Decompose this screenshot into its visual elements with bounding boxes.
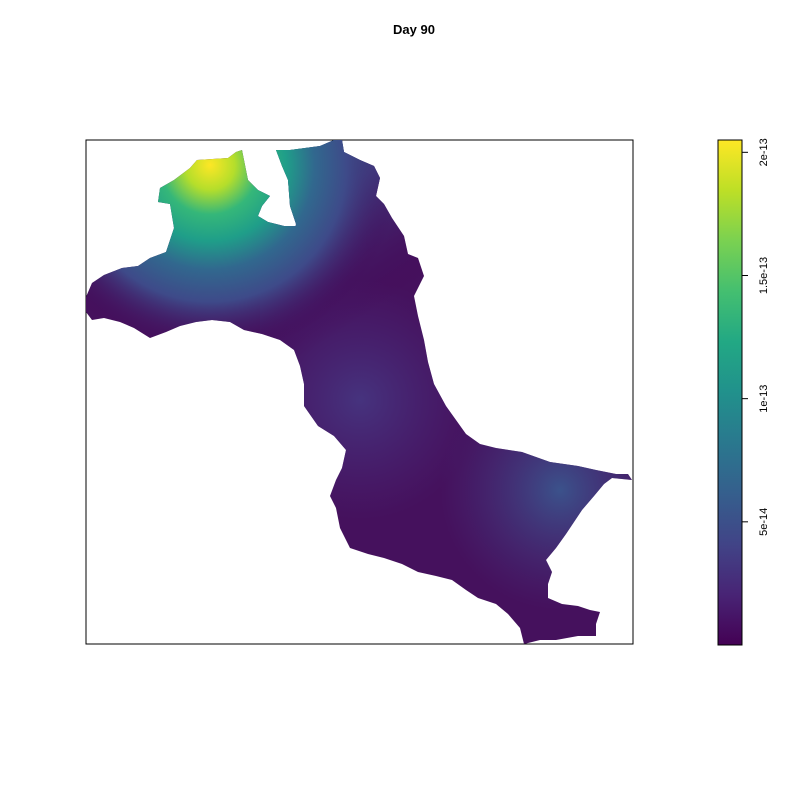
colorbar: 5e-14 1e-13 1.5e-13 2e-13: [717, 138, 770, 646]
colorbar-ticks: 5e-14 1e-13 1.5e-13 2e-13: [742, 138, 770, 536]
colorbar-gradient: [717, 139, 743, 646]
region-shading: [86, 140, 632, 644]
colorbar-tick-label: 2e-13: [758, 138, 770, 166]
heatmap-region: [86, 140, 632, 644]
colorbar-tick-label: 5e-14: [758, 508, 770, 536]
plot-title: Day 90: [393, 22, 435, 37]
colorbar-tick-label: 1e-13: [758, 385, 770, 413]
hotspot-shading: [86, 140, 466, 400]
plot-frame: [85, 139, 634, 645]
colorbar-tick-label: 1.5e-13: [758, 257, 770, 294]
